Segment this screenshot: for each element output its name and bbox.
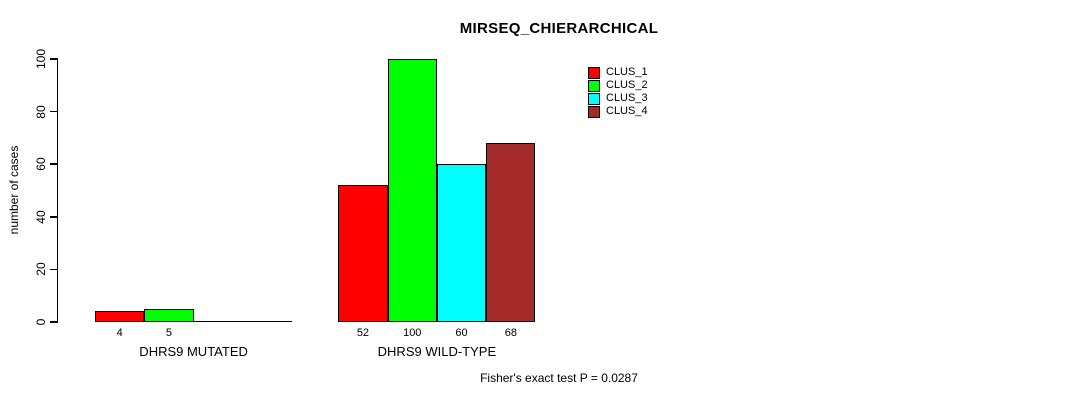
y-axis-tick	[50, 163, 57, 165]
legend: CLUS_1 CLUS_2 CLUS_3 CLUS_4	[588, 66, 648, 118]
legend-item: CLUS_2	[588, 79, 648, 92]
legend-label: CLUS_4	[606, 105, 648, 117]
chart-title: MIRSEQ_CHIERARCHICAL	[459, 20, 659, 37]
y-axis-tick	[50, 321, 57, 323]
stat-annotation: Fisher's exact test P = 0.0287	[480, 371, 638, 385]
legend-item: CLUS_3	[588, 92, 648, 105]
y-tick-label: 60	[34, 157, 48, 171]
bar-value-label: 68	[504, 327, 517, 339]
y-tick-label: 80	[34, 104, 48, 119]
legend-label: CLUS_3	[606, 92, 648, 104]
y-axis-tick	[50, 58, 57, 60]
bar-value-label: 100	[403, 327, 422, 339]
x-category-label: DHRS9 MUTATED	[139, 344, 248, 359]
legend-swatch-icon	[588, 66, 600, 79]
bar-clus_2-wildtype	[387, 59, 437, 322]
bar-value-label: 52	[356, 327, 370, 339]
y-tick-label: 0	[34, 318, 48, 326]
y-tick-label: 100	[34, 48, 48, 70]
bar-clus_4-wildtype	[486, 143, 536, 322]
legend-item: CLUS_1	[588, 66, 648, 79]
y-axis-tick	[50, 110, 57, 113]
bar-value-label: 5	[165, 327, 172, 339]
legend-swatch-icon	[588, 79, 600, 92]
y-tick-label: 20	[34, 262, 48, 277]
y-axis-line	[56, 58, 58, 323]
y-axis-tick	[50, 268, 57, 271]
legend-label: CLUS_2	[606, 79, 648, 91]
legend-swatch-icon	[588, 105, 600, 118]
legend-swatch-icon	[588, 92, 600, 105]
bar-value-label: 60	[455, 327, 468, 339]
bar-value-label: 4	[116, 327, 123, 339]
group-baseline	[95, 320, 293, 322]
bar-clus_1-mutated	[95, 311, 145, 322]
bar-clus_3-wildtype	[436, 164, 487, 322]
legend-item: CLUS_4	[588, 105, 648, 118]
bar-clus_1-wildtype	[338, 185, 388, 322]
y-axis-tick	[50, 216, 57, 218]
y-tick-label: 40	[34, 210, 48, 224]
bar-clus_2-mutated	[144, 308, 194, 322]
x-category-label: DHRS9 WILD-TYPE	[377, 344, 497, 359]
legend-label: CLUS_1	[606, 66, 648, 78]
